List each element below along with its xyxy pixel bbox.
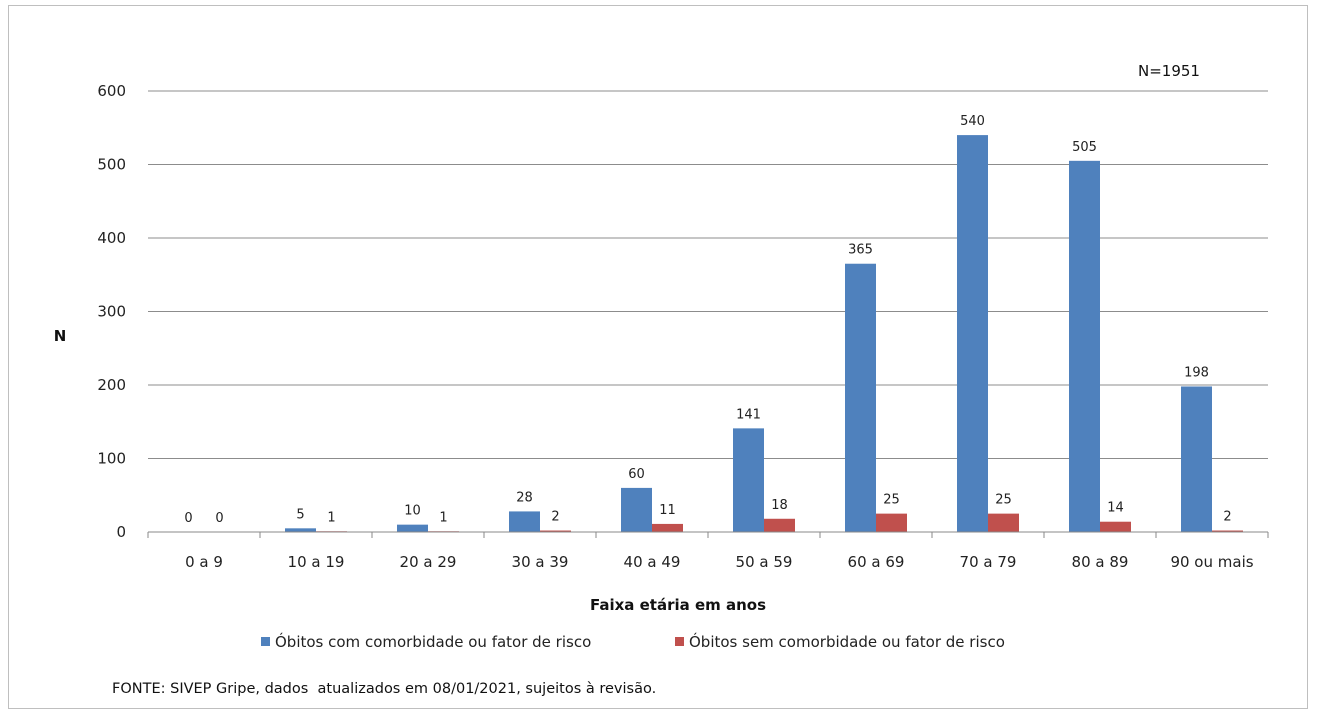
bar-sem-50-a-59 (764, 518, 795, 532)
bar-com-30-a-39 (509, 511, 540, 532)
bar-com-50-a-59 (733, 428, 764, 532)
data-label-com-70-a-79: 540 (960, 114, 985, 129)
source-note: FONTE: SIVEP Gripe, dados atualizados em… (112, 681, 656, 697)
y-tick-label-200: 200 (97, 376, 126, 394)
bar-com-70-a-79 (957, 135, 988, 532)
data-label-sem-60-a-69: 25 (883, 493, 900, 508)
bar-sem-40-a-49 (652, 523, 683, 532)
bar-sem-70-a-79 (988, 513, 1019, 532)
bar-com-80-a-89 (1069, 160, 1100, 532)
y-tick-label-100: 100 (97, 450, 126, 468)
x-tick-label-30-a-39: 30 a 39 (512, 553, 569, 571)
data-label-com-60-a-69: 365 (848, 243, 873, 258)
bar-com-60-a-69 (845, 263, 876, 532)
data-label-sem-10-a-19: 1 (327, 510, 335, 525)
y-tick-label-0: 0 (116, 523, 126, 541)
legend-swatch-sem-comorbidade (675, 637, 684, 646)
x-tick-label-50-a-59: 50 a 59 (736, 553, 793, 571)
data-label-sem-20-a-29: 1 (439, 510, 447, 525)
data-label-com-90-ou-mais: 198 (1184, 365, 1209, 380)
bars (285, 135, 1243, 532)
data-label-com-30-a-39: 28 (516, 490, 533, 505)
legend-swatch-com-comorbidade (261, 637, 270, 646)
data-label-com-0-a-9: 0 (184, 511, 192, 526)
y-axis-ticks: 0 100 200 300 400 500 600 (97, 82, 126, 541)
x-tick-label-0-a-9: 0 a 9 (185, 553, 223, 571)
data-label-com-40-a-49: 60 (628, 467, 645, 482)
bar-sem-80-a-89 (1100, 521, 1131, 532)
y-tick-label-500: 500 (97, 156, 126, 174)
bar-sem-30-a-39 (540, 530, 571, 532)
x-axis-title: Faixa etária em anos (590, 596, 766, 614)
x-tick-label-20-a-29: 20 a 29 (400, 553, 457, 571)
data-label-sem-70-a-79: 25 (995, 493, 1012, 508)
legend-label-sem-comorbidade: Óbitos sem comorbidade ou fator de risco (689, 632, 1005, 651)
legend-label-com-comorbidade: Óbitos com comorbidade ou fator de risco (275, 632, 591, 651)
y-axis-title: N (54, 327, 67, 345)
x-tick-label-60-a-69: 60 a 69 (848, 553, 905, 571)
bar-sem-60-a-69 (876, 513, 907, 532)
x-tick-label-40-a-49: 40 a 49 (624, 553, 681, 571)
data-label-com-20-a-29: 10 (404, 504, 421, 519)
bar-com-90-ou-mais (1181, 386, 1212, 532)
y-tick-label-300: 300 (97, 303, 126, 321)
legend: Óbitos com comorbidade ou fator de risco… (261, 632, 1005, 651)
total-count-annotation: N=1951 (1138, 62, 1200, 80)
data-label-com-50-a-59: 141 (736, 407, 761, 422)
x-tick-label-90-ou-mais: 90 ou mais (1170, 553, 1253, 571)
data-label-sem-0-a-9: 0 (215, 511, 223, 526)
y-tick-label-400: 400 (97, 229, 126, 247)
data-label-sem-40-a-49: 11 (659, 503, 676, 518)
x-tick-label-80-a-89: 80 a 89 (1072, 553, 1129, 571)
y-tick-label-600: 600 (97, 82, 126, 100)
data-label-sem-90-ou-mais: 2 (1223, 510, 1231, 525)
bar-com-20-a-29 (397, 524, 428, 532)
data-label-sem-80-a-89: 14 (1107, 501, 1124, 516)
bar-com-40-a-49 (621, 487, 652, 532)
data-label-sem-50-a-59: 18 (771, 498, 788, 513)
x-tick-label-10-a-19: 10 a 19 (288, 553, 345, 571)
data-label-sem-30-a-39: 2 (551, 510, 559, 525)
bar-sem-90-ou-mais (1212, 530, 1243, 532)
data-label-com-80-a-89: 505 (1072, 140, 1097, 155)
bar-com-10-a-19 (285, 528, 316, 532)
x-tick-label-70-a-79: 70 a 79 (960, 553, 1017, 571)
data-label-com-10-a-19: 5 (296, 507, 304, 522)
x-axis-ticks: 0 a 9 10 a 19 20 a 29 30 a 39 40 a 49 50 a 59… (147, 532, 1269, 571)
